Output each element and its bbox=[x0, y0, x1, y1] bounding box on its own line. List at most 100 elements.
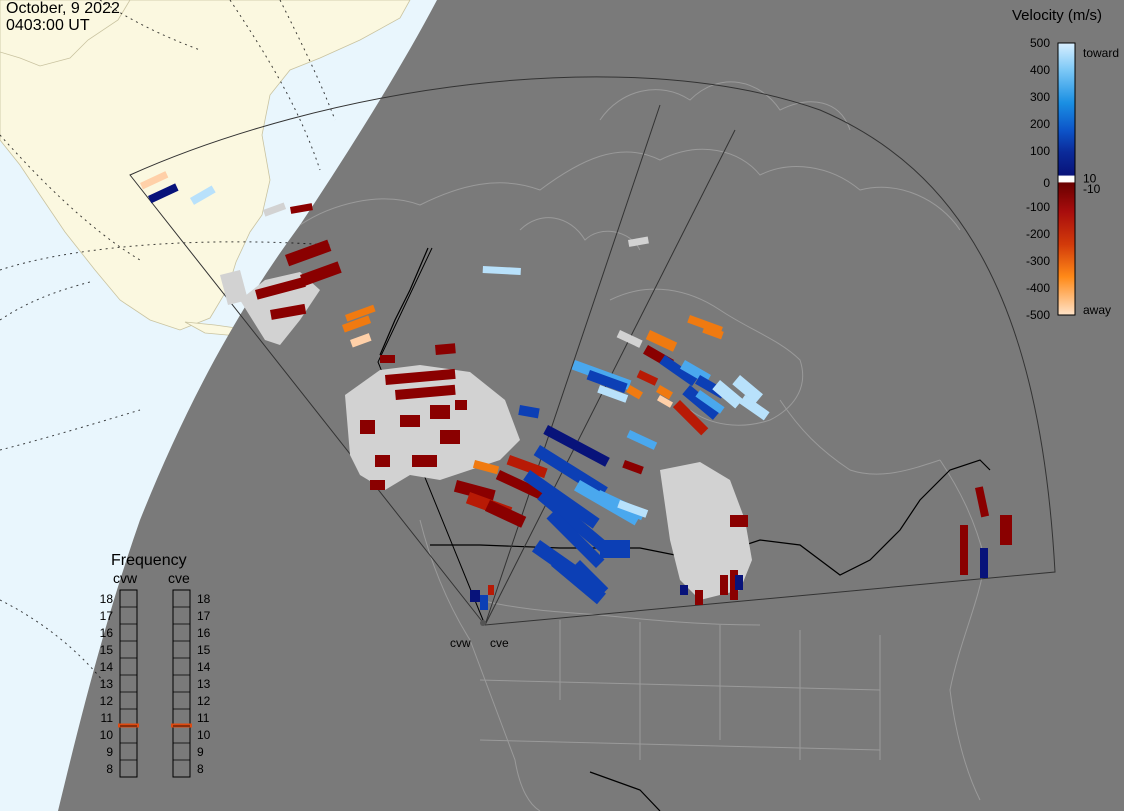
velocity-cell bbox=[430, 405, 450, 419]
velocity-cell bbox=[730, 570, 738, 600]
graticule bbox=[0, 0, 336, 691]
velocity-cell bbox=[262, 202, 287, 217]
velocity-cell bbox=[702, 325, 724, 340]
velocity-cell bbox=[680, 585, 688, 595]
frequency-level-label: 11 bbox=[101, 711, 114, 725]
velocity-cell bbox=[546, 510, 605, 568]
velocity-cell bbox=[660, 462, 752, 600]
frequency-level-label: 15 bbox=[100, 643, 114, 657]
velocity-cell bbox=[290, 203, 313, 214]
frequency-level-label: 14 bbox=[100, 660, 114, 674]
velocity-cell bbox=[220, 270, 248, 305]
velocity-tick-label: -10 bbox=[1083, 182, 1101, 196]
frequency-level-label: 16 bbox=[197, 626, 211, 640]
velocity-cell bbox=[659, 354, 698, 387]
velocity-cell bbox=[190, 185, 216, 205]
frequency-level-label: 8 bbox=[106, 762, 113, 776]
velocity-tick-label: 10 bbox=[1083, 172, 1097, 186]
frequency-level-label: 18 bbox=[197, 592, 211, 606]
velocity-cell bbox=[656, 385, 673, 400]
frequency-level-label: 13 bbox=[100, 677, 114, 691]
velocity-cell bbox=[341, 315, 372, 333]
velocity-cell bbox=[345, 304, 376, 322]
velocity-tick-label: -100 bbox=[1026, 200, 1050, 214]
velocity-cell bbox=[412, 455, 437, 467]
map-date: October, 9 2022 bbox=[6, 0, 120, 17]
velocity-cell bbox=[600, 540, 630, 558]
velocity-cell bbox=[543, 424, 610, 467]
velocity-cell bbox=[148, 183, 179, 204]
velocity-toward-label: toward bbox=[1083, 46, 1119, 60]
frequency-level-label: 16 bbox=[100, 626, 114, 640]
night-region bbox=[58, 0, 1124, 811]
velocity-cell bbox=[739, 394, 770, 421]
velocity-cell bbox=[455, 400, 467, 410]
velocity-cell bbox=[974, 486, 990, 518]
velocity-cell bbox=[360, 420, 375, 434]
frequency-radar-label-cvw: cvw bbox=[113, 570, 138, 586]
frequency-panel: Frequency cvw cve 1817161514131211109818… bbox=[100, 552, 211, 778]
velocity-cell bbox=[735, 575, 743, 590]
velocity-cell bbox=[375, 455, 390, 467]
velocity-tick-label: 300 bbox=[1030, 90, 1050, 104]
frequency-level-label: 9 bbox=[197, 745, 204, 759]
frequency-level-label: 9 bbox=[106, 745, 113, 759]
frequency-level-label: 8 bbox=[197, 762, 204, 776]
velocity-cell bbox=[537, 490, 611, 554]
velocity-cell bbox=[470, 590, 480, 602]
velocity-cell bbox=[270, 303, 307, 320]
velocity-tick-label: 400 bbox=[1030, 63, 1050, 77]
velocity-cell bbox=[285, 239, 332, 267]
frequency-level-label: 17 bbox=[197, 609, 211, 623]
frequency-level-label: 15 bbox=[197, 643, 211, 657]
map-header: October, 9 2022 0403:00 UT bbox=[6, 0, 120, 34]
frequency-marker-cvw bbox=[118, 723, 139, 728]
frequency-title: Frequency bbox=[111, 552, 187, 569]
velocity-tick-label: -200 bbox=[1026, 227, 1050, 241]
velocity-cell bbox=[626, 429, 658, 450]
map-time: 0403:00 UT bbox=[6, 17, 90, 34]
mexico-border bbox=[589, 771, 661, 811]
us-canada-border bbox=[430, 459, 991, 576]
coastlines bbox=[299, 81, 986, 811]
frequency-level-label: 13 bbox=[197, 677, 211, 691]
frequency-level-label: 14 bbox=[197, 660, 211, 674]
radar-site-label-cve: cve bbox=[490, 636, 509, 650]
velocity-legend-title: Velocity (m/s) bbox=[1012, 7, 1102, 24]
velocity-cell bbox=[960, 525, 968, 575]
velocity-cell bbox=[395, 384, 456, 400]
velocity-cell bbox=[730, 515, 748, 527]
frequency-level-label: 17 bbox=[100, 609, 114, 623]
velocity-away-label: away bbox=[1083, 303, 1111, 317]
velocity-cell bbox=[370, 480, 385, 490]
velocity-cell bbox=[533, 445, 608, 498]
velocity-cells bbox=[140, 171, 1012, 610]
velocity-cell bbox=[622, 460, 644, 475]
velocity-tick-label: 500 bbox=[1030, 36, 1050, 50]
velocity-cell bbox=[617, 500, 649, 518]
velocity-cell bbox=[980, 548, 988, 578]
alaska-border bbox=[379, 247, 429, 356]
velocity-tick-label: -300 bbox=[1026, 254, 1050, 268]
velocity-cell bbox=[695, 390, 725, 414]
velocity-cell bbox=[682, 384, 721, 420]
radar-site-label-cvw: cvw bbox=[450, 636, 471, 650]
velocity-cell bbox=[385, 368, 456, 385]
frequency-level-label: 18 bbox=[100, 592, 114, 606]
velocity-cell bbox=[695, 590, 703, 605]
velocity-cell bbox=[645, 330, 678, 352]
velocity-cell bbox=[626, 385, 643, 400]
velocity-cell bbox=[672, 400, 709, 436]
fov-outlines bbox=[129, 76, 1056, 626]
frequency-bar-cvw bbox=[119, 589, 138, 778]
frequency-radar-label-cve: cve bbox=[168, 570, 190, 586]
velocity-cell bbox=[732, 375, 763, 404]
velocity-tick-label: 200 bbox=[1030, 117, 1050, 131]
velocity-cell bbox=[482, 266, 521, 275]
velocity-tick-label: -400 bbox=[1026, 281, 1050, 295]
frequency-level-label: 12 bbox=[197, 694, 211, 708]
velocity-cell bbox=[488, 585, 494, 595]
